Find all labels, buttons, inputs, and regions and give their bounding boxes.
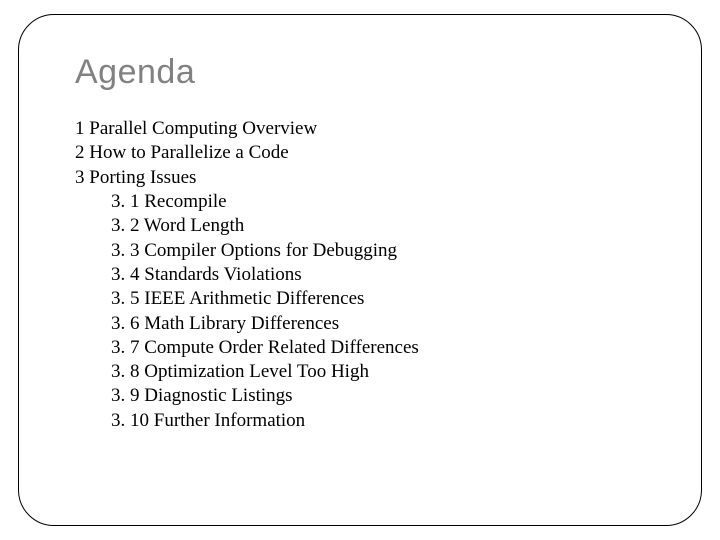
subitem-label: Recompile (144, 191, 226, 212)
item-label: How to Parallelize a Code (89, 142, 288, 163)
agenda-subitem: 3. 8 Optimization Level Too High (111, 360, 419, 384)
subitem-label: Further Information (154, 410, 305, 431)
subitem-number: 3. 10 (111, 410, 149, 431)
agenda-subitem: 3. 9 Diagnostic Listings (111, 384, 419, 408)
item-number: 2 (75, 142, 85, 163)
subitem-number: 3. 5 (111, 288, 140, 309)
agenda-subitem: 3. 10 Further Information (111, 409, 419, 433)
item-label: Porting Issues (89, 167, 196, 188)
agenda-subitem: 3. 2 Word Length (111, 214, 419, 238)
agenda-subitem: 3. 4 Standards Violations (111, 263, 419, 287)
subitem-label: Diagnostic Listings (144, 385, 292, 406)
item-number: 1 (75, 118, 85, 139)
subitem-number: 3. 8 (111, 361, 140, 382)
agenda-subitem: 3. 6 Math Library Differences (111, 312, 419, 336)
subitem-number: 3. 7 (111, 337, 140, 358)
item-number: 3 (75, 167, 85, 188)
agenda-subitem: 3. 5 IEEE Arithmetic Differences (111, 287, 419, 311)
subitem-label: Math Library Differences (144, 313, 339, 334)
agenda-item: 3 Porting Issues (75, 166, 419, 190)
subitem-label: Compute Order Related Differences (144, 337, 419, 358)
agenda-subitem: 3. 3 Compiler Options for Debugging (111, 239, 419, 263)
subitem-label: Compiler Options for Debugging (144, 240, 397, 261)
subitem-label: Optimization Level Too High (144, 361, 369, 382)
slide-title: Agenda (75, 53, 195, 92)
agenda-item: 1 Parallel Computing Overview (75, 117, 419, 141)
subitem-number: 3. 1 (111, 191, 140, 212)
agenda-subitem: 3. 1 Recompile (111, 190, 419, 214)
agenda-item: 2 How to Parallelize a Code (75, 141, 419, 165)
agenda-content: 1 Parallel Computing Overview 2 How to P… (75, 117, 419, 433)
agenda-subitem: 3. 7 Compute Order Related Differences (111, 336, 419, 360)
subitem-number: 3. 2 (111, 215, 140, 236)
subitem-number: 3. 4 (111, 264, 140, 285)
item-label: Parallel Computing Overview (89, 118, 317, 139)
subitem-label: Standards Violations (144, 264, 301, 285)
slide-frame: Agenda 1 Parallel Computing Overview 2 H… (18, 14, 702, 526)
subitem-label: Word Length (144, 215, 244, 236)
subitem-number: 3. 9 (111, 385, 140, 406)
subitem-label: IEEE Arithmetic Differences (144, 288, 364, 309)
agenda-sublist: 3. 1 Recompile 3. 2 Word Length 3. 3 Com… (75, 190, 419, 433)
subitem-number: 3. 6 (111, 313, 140, 334)
subitem-number: 3. 3 (111, 240, 140, 261)
